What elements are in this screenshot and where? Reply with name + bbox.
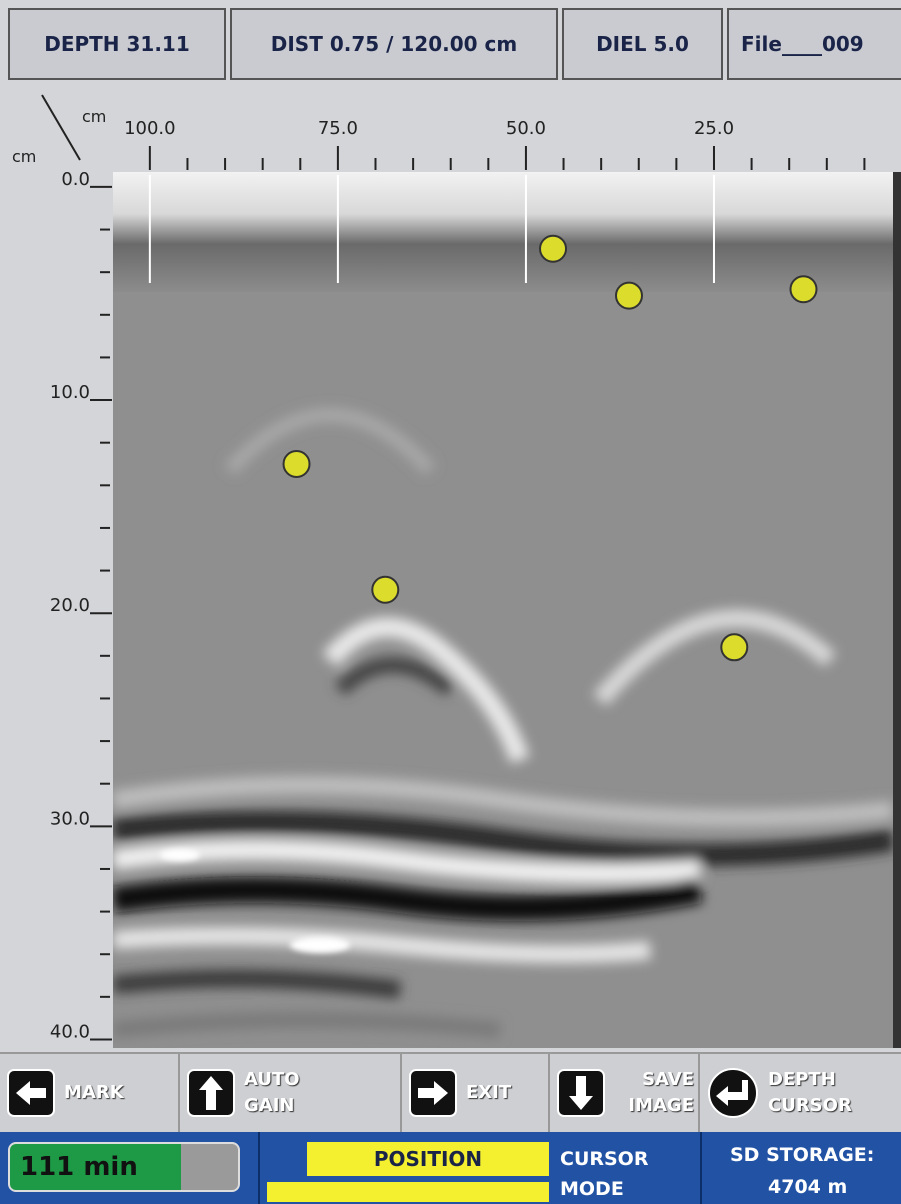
enter-icon <box>708 1068 758 1118</box>
marker <box>371 575 400 604</box>
right-icon <box>409 1069 457 1117</box>
mark-button[interactable]: MARK <box>0 1054 180 1132</box>
left-icon <box>7 1069 55 1117</box>
file-readout: File____009 <box>727 8 901 80</box>
marker <box>789 275 818 304</box>
marker <box>282 450 311 478</box>
position-bar <box>267 1182 549 1202</box>
battery-gauge <box>8 1142 240 1192</box>
marker <box>614 281 643 310</box>
depth-readout: DEPTH 31.11 <box>8 8 226 80</box>
button-label: AUTO GAIN <box>244 1069 300 1116</box>
auto-gain-button[interactable]: AUTO GAIN <box>180 1054 402 1132</box>
dielectric-readout: DIEL 5.0 <box>562 8 723 80</box>
marker <box>720 633 749 662</box>
down-icon <box>557 1069 605 1117</box>
y-tick-label: 20.0 <box>50 595 90 616</box>
button-label: SAVE IMAGE <box>628 1069 694 1116</box>
y-unit: cm <box>12 147 36 166</box>
y-tick-label: 10.0 <box>50 382 90 403</box>
button-label: MARK <box>64 1082 124 1103</box>
x-tick-label: 75.0 <box>318 118 358 139</box>
x-tick-label: 50.0 <box>506 118 546 139</box>
x-tick-label: 25.0 <box>694 118 734 139</box>
y-tick-label: 0.0 <box>61 169 90 190</box>
depth-cursor-button[interactable]: DEPTH CURSOR <box>700 1054 901 1132</box>
exit-button[interactable]: EXIT <box>402 1054 550 1132</box>
y-tick-label: 40.0 <box>50 1021 90 1042</box>
button-label: DEPTH CURSOR <box>768 1069 852 1116</box>
corner-divider <box>41 94 81 161</box>
button-row: MARK AUTO GAIN EXIT SAVE IMAGE DEPTH CUR… <box>0 1052 901 1132</box>
position-indicator: POSITION <box>307 1142 549 1176</box>
save-image-button[interactable]: SAVE IMAGE <box>550 1054 700 1132</box>
x-unit: cm <box>82 107 106 126</box>
battery-time: 111 min <box>20 1152 138 1182</box>
up-icon <box>187 1069 235 1117</box>
storage-value: 4704 m <box>768 1176 848 1198</box>
button-label: EXIT <box>466 1082 512 1103</box>
distance-readout: DIST 0.75 / 120.00 cm <box>230 8 558 80</box>
scan-edge <box>893 172 901 1048</box>
storage-label: SD STORAGE: <box>730 1144 875 1166</box>
marker <box>539 234 568 263</box>
x-tick-label: 100.0 <box>124 118 176 139</box>
status-bar: 111 min POSITION CURSOR MODE SD STORAGE:… <box>0 1132 901 1204</box>
y-tick-label: 30.0 <box>50 808 90 829</box>
cursor-mode: CURSOR MODE <box>560 1148 649 1200</box>
radargram <box>113 172 893 1048</box>
